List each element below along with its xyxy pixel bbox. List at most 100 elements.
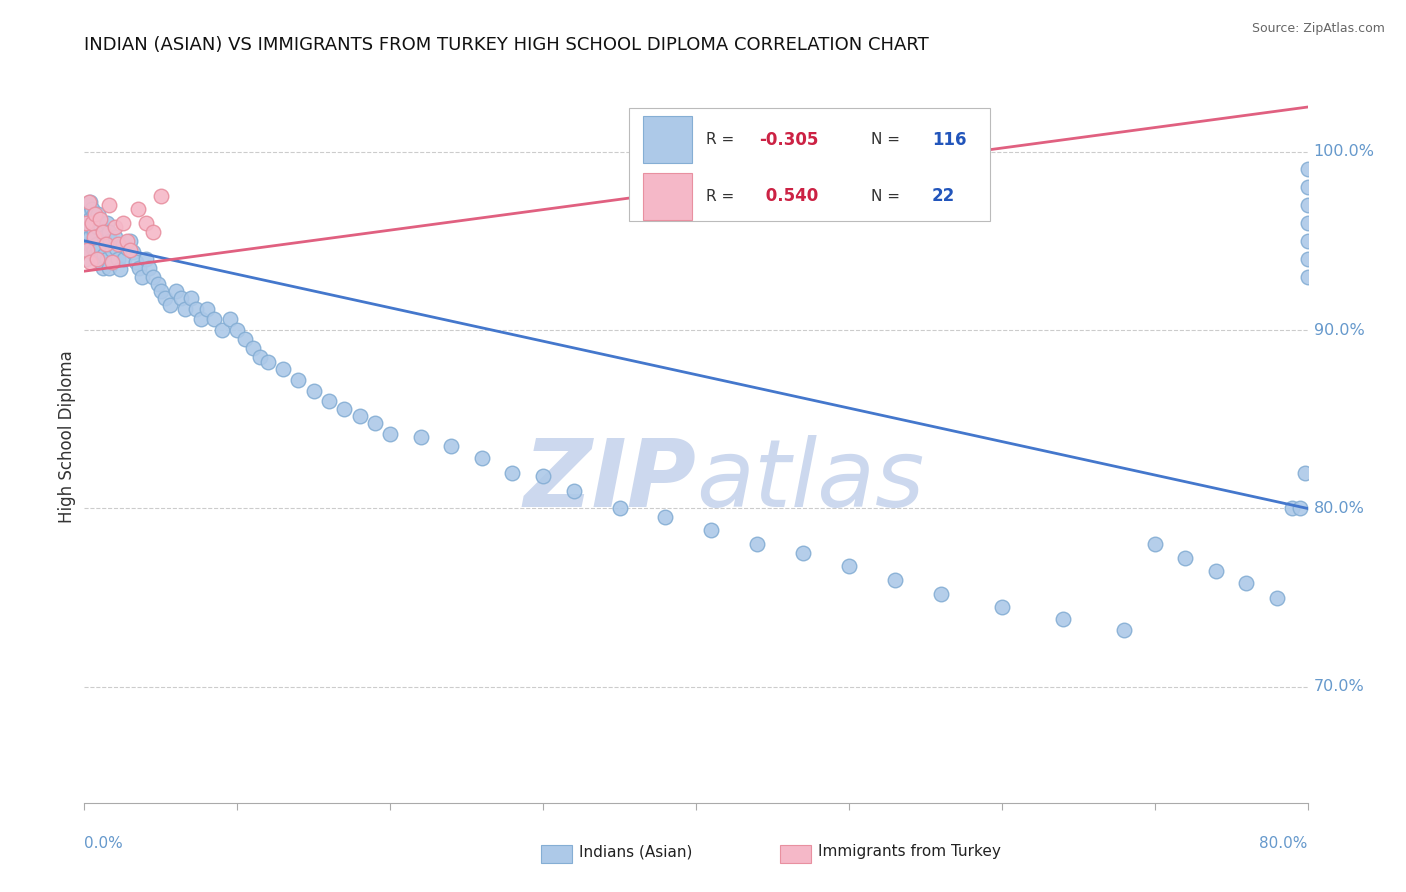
Point xyxy=(1296,234,1319,248)
Point xyxy=(83,207,105,221)
Point xyxy=(1296,269,1319,284)
Text: 116: 116 xyxy=(932,130,966,149)
Point xyxy=(111,237,134,252)
Point xyxy=(302,384,325,398)
Point xyxy=(1052,612,1074,626)
Point xyxy=(98,234,121,248)
Point xyxy=(83,230,105,244)
Text: -0.305: -0.305 xyxy=(759,130,818,149)
Point xyxy=(97,260,120,275)
Text: 0.0%: 0.0% xyxy=(84,836,124,851)
Point xyxy=(97,225,120,239)
Point xyxy=(149,284,172,298)
Point xyxy=(135,252,157,266)
Text: R =: R = xyxy=(706,189,740,204)
Point xyxy=(91,225,114,239)
Point xyxy=(91,260,114,275)
Text: ZIP: ZIP xyxy=(523,435,696,527)
Point xyxy=(77,219,100,234)
Point xyxy=(190,312,212,326)
Text: 90.0%: 90.0% xyxy=(1313,323,1364,337)
Point xyxy=(142,269,165,284)
Text: R =: R = xyxy=(706,132,740,147)
Point xyxy=(86,219,108,234)
Point xyxy=(86,252,108,266)
Text: 100.0%: 100.0% xyxy=(1313,145,1375,159)
Point xyxy=(128,260,150,275)
Point xyxy=(654,510,676,524)
Point xyxy=(1296,216,1319,230)
Point xyxy=(76,216,98,230)
Point xyxy=(80,219,103,234)
Point xyxy=(174,301,197,316)
Point xyxy=(502,466,524,480)
Point xyxy=(349,409,371,423)
Point xyxy=(135,216,157,230)
Point xyxy=(531,469,554,483)
Point xyxy=(287,373,309,387)
Point xyxy=(747,537,769,551)
Point xyxy=(700,523,723,537)
Bar xyxy=(644,172,692,220)
Point xyxy=(111,216,134,230)
Text: atlas: atlas xyxy=(696,435,924,526)
Point xyxy=(115,234,138,248)
Text: N =: N = xyxy=(870,189,905,204)
Point xyxy=(318,394,340,409)
Point xyxy=(120,234,142,248)
Point xyxy=(1296,180,1319,194)
Point xyxy=(89,252,111,266)
Point xyxy=(94,237,117,252)
Point xyxy=(165,284,187,298)
Point xyxy=(226,323,249,337)
Point xyxy=(97,198,120,212)
Text: Source: ZipAtlas.com: Source: ZipAtlas.com xyxy=(1251,22,1385,36)
Point xyxy=(242,341,264,355)
Point xyxy=(83,243,105,257)
Point xyxy=(79,212,101,227)
Point xyxy=(146,277,169,291)
Point xyxy=(101,243,124,257)
Point xyxy=(90,255,112,269)
Point xyxy=(792,546,814,560)
Point xyxy=(1294,466,1316,480)
Point xyxy=(409,430,432,444)
Point xyxy=(257,355,280,369)
Point xyxy=(96,252,118,266)
Point xyxy=(104,219,127,234)
Point xyxy=(87,207,110,221)
Point xyxy=(122,244,145,259)
Point xyxy=(115,241,138,255)
Point xyxy=(120,243,142,257)
Point xyxy=(89,212,111,227)
Point xyxy=(883,573,905,587)
Point xyxy=(562,483,585,498)
Text: INDIAN (ASIAN) VS IMMIGRANTS FROM TURKEY HIGH SCHOOL DIPLOMA CORRELATION CHART: INDIAN (ASIAN) VS IMMIGRANTS FROM TURKEY… xyxy=(84,36,929,54)
Point xyxy=(101,255,124,269)
Point xyxy=(80,202,103,216)
Point xyxy=(79,194,101,209)
Point xyxy=(142,225,165,239)
Point xyxy=(77,194,100,209)
Point xyxy=(149,189,172,203)
Point xyxy=(159,298,181,312)
Point xyxy=(1234,576,1257,591)
Point xyxy=(380,426,402,441)
Point xyxy=(94,237,117,252)
Point xyxy=(609,501,631,516)
Point xyxy=(249,350,271,364)
Point xyxy=(80,237,103,252)
Point xyxy=(76,198,98,212)
Point xyxy=(202,312,225,326)
Point xyxy=(83,225,105,239)
Point xyxy=(155,291,177,305)
Point xyxy=(218,312,240,326)
Point xyxy=(211,323,233,337)
Point xyxy=(180,291,202,305)
Point xyxy=(195,301,218,316)
Point xyxy=(76,243,98,257)
Point xyxy=(76,243,98,257)
Point xyxy=(471,451,494,466)
Text: 22: 22 xyxy=(932,187,955,205)
Point xyxy=(84,207,107,221)
